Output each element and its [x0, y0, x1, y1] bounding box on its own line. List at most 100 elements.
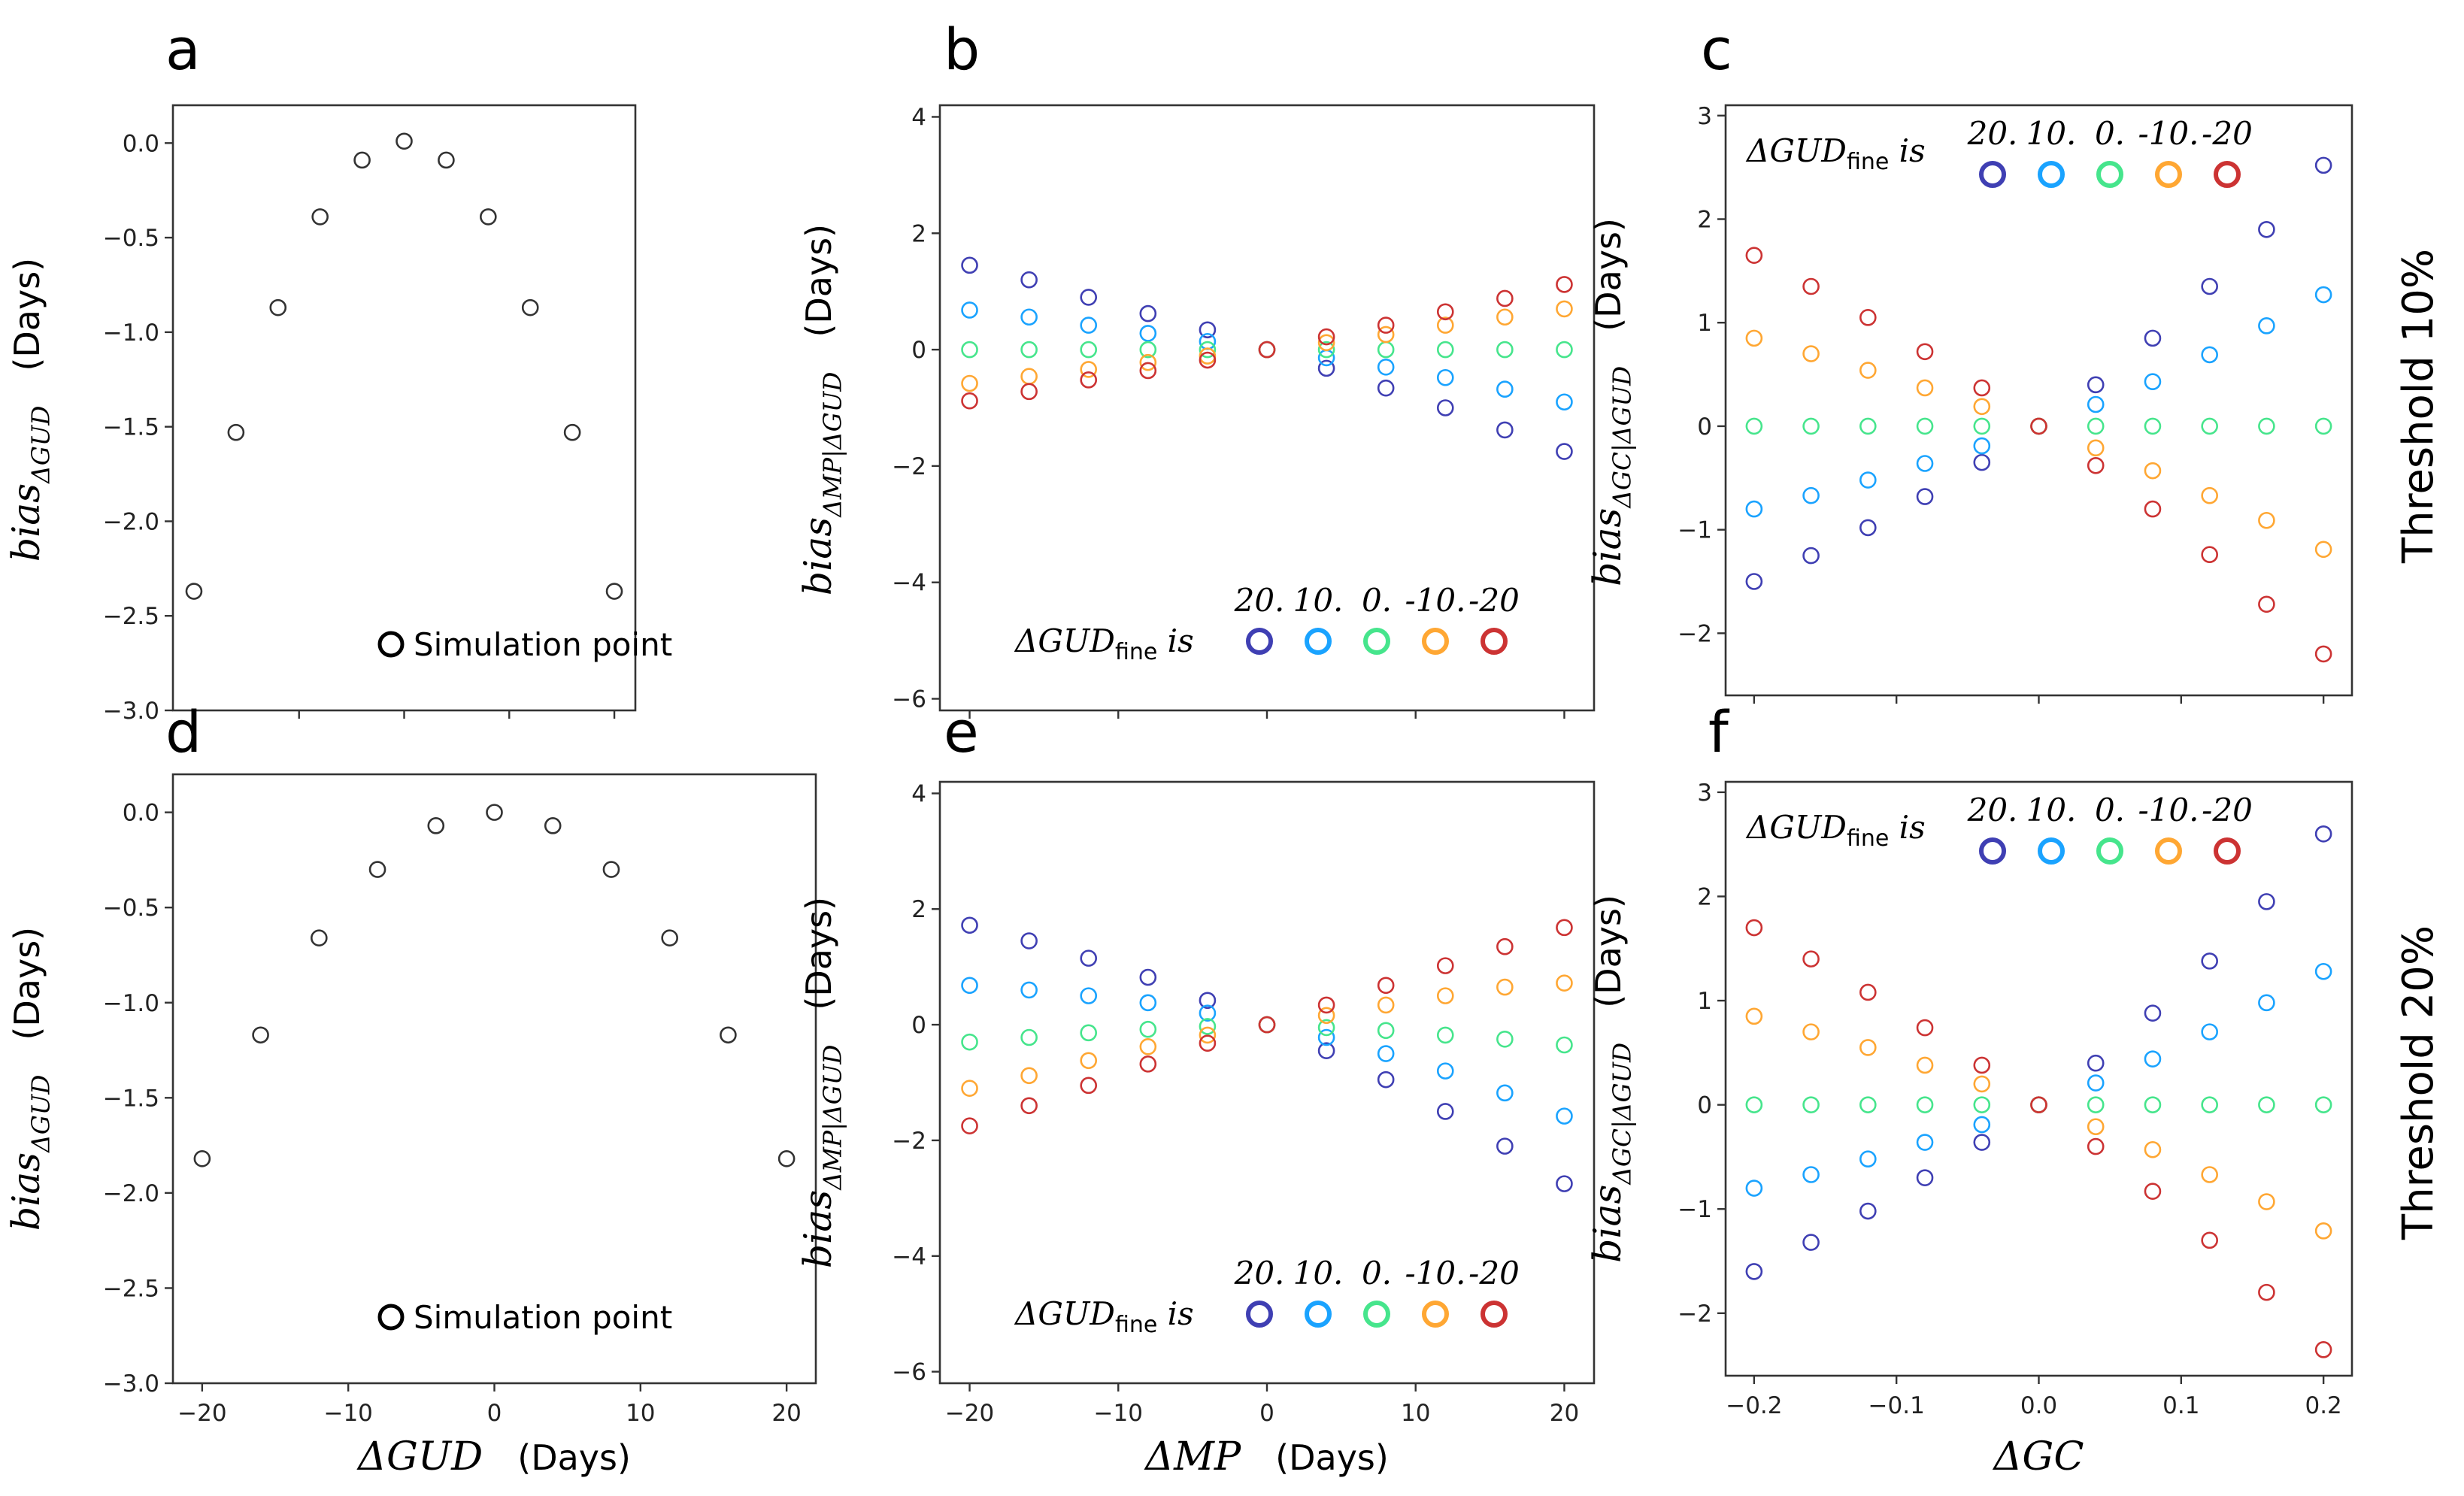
data-point: [1377, 1071, 1395, 1089]
data-point: [1317, 359, 1335, 377]
data-point: [2087, 1118, 2105, 1136]
data-point: [1080, 1052, 1098, 1070]
x-axis-label: ΔGUD (Days): [356, 1434, 631, 1479]
data-point: [1080, 1024, 1098, 1042]
data-point: [311, 208, 329, 226]
legend-marker: [1979, 837, 2006, 865]
data-point: [2201, 1166, 2218, 1183]
data-point: [2314, 417, 2332, 435]
data-point: [353, 151, 371, 169]
data-point: [1745, 329, 1763, 347]
data-point: [1859, 1096, 1877, 1113]
data-point: [1317, 1028, 1335, 1046]
legend-marker: [1481, 1301, 1508, 1328]
data-point: [1377, 1022, 1395, 1040]
data-point: [1496, 380, 1514, 398]
data-point: [1859, 309, 1877, 326]
data-point: [2314, 541, 2332, 559]
data-point: [1973, 1116, 1991, 1134]
data-point: [1745, 247, 1763, 264]
y-axis-label: biasΔGUD (Days): [4, 927, 55, 1231]
legend-marker: [1422, 628, 1449, 655]
legend-value: -10.: [2138, 115, 2199, 152]
data-point: [1020, 341, 1038, 359]
data-point: [1377, 359, 1395, 376]
data-point: [2258, 511, 2275, 529]
data-point: [544, 817, 562, 834]
data-point: [1020, 368, 1038, 386]
data-point: [1973, 1134, 1991, 1151]
data-point: [2258, 220, 2275, 238]
legend-value: 20.: [1967, 792, 2018, 828]
y-tick-label: 2: [911, 896, 926, 923]
legend-value: -20: [1468, 582, 1520, 619]
data-point: [1020, 271, 1038, 289]
data-point: [961, 977, 978, 995]
legend-marker: [1422, 1301, 1449, 1328]
plot-frame: [938, 780, 1596, 1385]
x-tick-label: 0: [487, 1400, 502, 1427]
x-tick-label: −0.1: [1868, 1392, 1925, 1419]
panel-letter-a: a: [165, 16, 201, 83]
data-point: [252, 1026, 269, 1044]
data-point: [1496, 1084, 1514, 1102]
data-point: [1436, 1062, 1454, 1080]
data-point: [1199, 1004, 1217, 1022]
data-point: [1139, 362, 1157, 380]
legend-label: Simulation point: [414, 1299, 672, 1336]
data-point: [1916, 455, 1934, 472]
plot-frame: [1724, 104, 2353, 697]
y-tick-label: −1.0: [103, 319, 159, 347]
data-point: [185, 583, 203, 600]
data-point: [1377, 316, 1395, 334]
data-point: [1556, 974, 1573, 992]
data-point: [1317, 1007, 1335, 1025]
legend-value: -10.: [1405, 1255, 1466, 1292]
y-tick-label: −4: [892, 1243, 926, 1270]
x-tick-label: 0.1: [2162, 1392, 2199, 1419]
data-point: [1080, 949, 1098, 967]
y-axis-label: biasΔGUD (Days): [4, 258, 55, 562]
y-tick-label: 2: [1697, 206, 1712, 233]
data-point: [2087, 1074, 2105, 1092]
y-tick-label: −4: [892, 570, 926, 597]
data-point: [2144, 1183, 2162, 1200]
data-point: [1139, 994, 1157, 1012]
data-point: [2258, 1193, 2275, 1210]
data-point: [1199, 351, 1217, 369]
data-point: [1436, 368, 1454, 386]
y-tick-label: 4: [911, 104, 926, 131]
y-tick-label: −2.0: [103, 1180, 159, 1207]
data-point: [1859, 983, 1877, 1001]
data-point: [1745, 919, 1763, 937]
data-point: [1556, 393, 1573, 411]
legend-marker: [1979, 161, 2006, 188]
legend-value: 0.: [2095, 115, 2125, 152]
data-point: [1139, 304, 1157, 323]
y-tick-label: −6: [892, 1359, 926, 1386]
data-point: [1859, 362, 1877, 379]
legend-value: 0.: [2095, 792, 2125, 828]
legend-value: 0.: [1362, 582, 1392, 619]
data-point: [2030, 1096, 2047, 1113]
data-point: [1973, 453, 1991, 471]
x-tick-label: −20: [945, 1400, 994, 1427]
y-tick-label: −2.0: [103, 508, 159, 535]
data-point: [1436, 1026, 1454, 1044]
y-tick-label: 0: [1697, 413, 1712, 441]
data-point: [1317, 341, 1335, 359]
data-point: [563, 423, 581, 441]
y-tick-label: −2.5: [103, 1275, 159, 1302]
data-point: [1916, 1056, 1934, 1074]
data-point: [1556, 1036, 1573, 1054]
data-point: [1556, 341, 1573, 359]
data-point: [2144, 373, 2162, 391]
legend-value: -20: [2202, 792, 2253, 828]
data-point: [1802, 277, 1820, 295]
y-tick-label: 0.0: [123, 130, 159, 157]
data-point: [1802, 950, 1820, 968]
data-point: [1859, 1039, 1877, 1056]
data-point: [1317, 996, 1335, 1014]
data-point: [1556, 443, 1573, 460]
